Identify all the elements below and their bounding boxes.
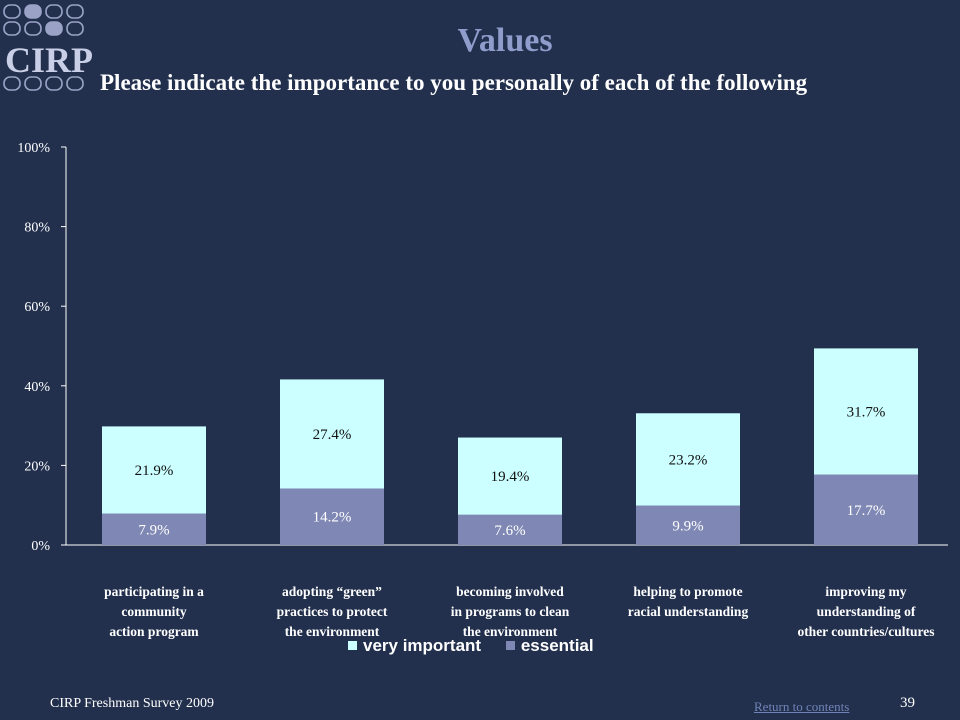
y-tick-label: 60% [24,300,50,315]
chart-legend: very important essential [348,636,614,656]
legend-swatch-very-important [348,641,357,650]
category-label: helping to promote racial understanding [627,584,749,619]
category-label: adopting “green” practices to protect th… [276,584,388,639]
data-label-very-important: 19.4% [491,469,530,485]
legend-swatch-essential [505,641,515,650]
bar-essential [102,513,206,545]
category-label: improving my understanding of other coun… [797,584,935,639]
data-label-very-important: 27.4% [313,427,352,443]
data-label-essential: 7.6% [494,523,525,539]
page-title: Values [457,22,553,59]
cirp-logo: CIRP [0,0,96,96]
y-tick-label: 20% [24,459,50,474]
y-tick-label: 0% [31,539,50,554]
data-label-essential: 14.2% [313,510,352,526]
footer-survey-name: CIRP Freshman Survey 2009 [50,696,214,711]
bar-essential [814,474,918,545]
page-number: 39 [900,695,915,711]
legend-very-important: very important [348,636,486,655]
legend-essential: essential [505,636,594,655]
y-tick-label: 80% [24,221,50,236]
data-label-very-important: 31.7% [847,404,886,420]
bar-essential [280,488,384,545]
stacked-bar-chart: 0% 20% 40% 60% 80% 100% 7.9% 21.9% 14.2% 27.4% 7.6… [17,141,948,554]
data-label-very-important: 21.9% [135,463,174,479]
bar-very-important [280,379,384,489]
data-label-essential: 9.9% [672,518,703,534]
y-tick-label: 100% [17,141,50,156]
return-to-contents-link[interactable]: Return to contents [754,699,850,714]
category-label: participating in a community action prog… [104,584,204,639]
bar-very-important [102,426,206,514]
y-tick-label: 40% [24,380,50,395]
bar-very-important [458,437,562,515]
category-label: becoming involved in programs to clean t… [450,584,570,639]
bar-essential [636,505,740,545]
bar-essential [458,514,562,545]
svg-text:CIRP: CIRP [5,40,93,80]
bar-very-important [636,413,740,506]
data-label-essential: 17.7% [847,503,886,519]
bar-very-important [814,348,918,475]
data-label-very-important: 23.2% [669,452,708,468]
data-label-essential: 7.9% [138,522,169,538]
page-subtitle: Please indicate the importance to you pe… [100,70,808,95]
